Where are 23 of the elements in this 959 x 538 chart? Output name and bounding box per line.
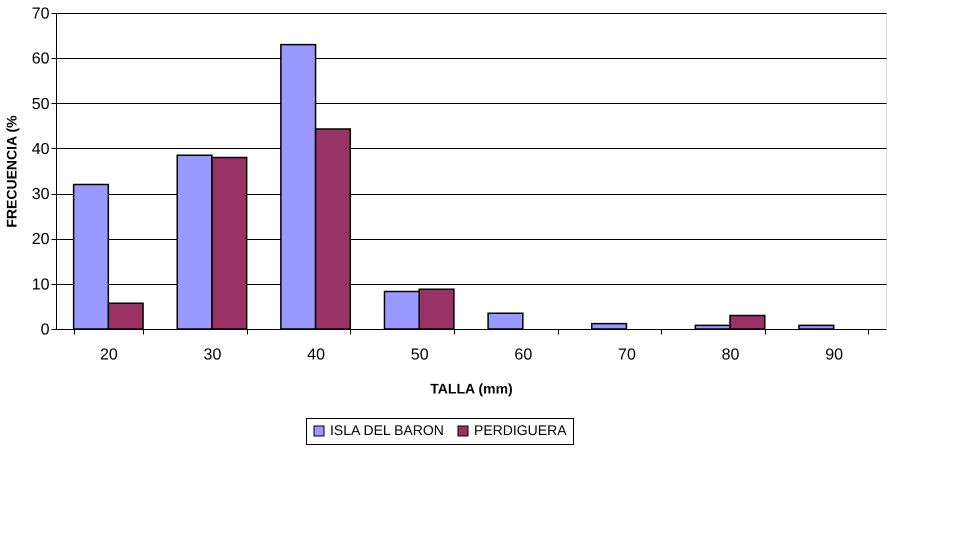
bar <box>487 312 524 330</box>
y-tick-label: 10 <box>32 276 50 294</box>
x-tick-label: 20 <box>100 346 118 364</box>
bar <box>798 324 834 330</box>
bar <box>590 322 628 330</box>
legend-label: PERDIGUERA <box>474 422 568 438</box>
y-tick-label: 20 <box>32 231 50 248</box>
x-tick-label: 80 <box>722 346 740 364</box>
x-tick-label: 60 <box>514 346 532 364</box>
y-axis-title: FRECUENCIA (% <box>4 114 20 228</box>
y-tick-label: 40 <box>32 140 50 158</box>
y-tick-label: 0 <box>40 322 50 338</box>
legend-label: ISLA DEL BARON <box>330 422 444 438</box>
x-tick-label: 40 <box>307 346 326 364</box>
y-tick-label: 70 <box>32 6 50 22</box>
y-tick-label: 50 <box>32 96 50 113</box>
x-tick-label: 70 <box>618 346 636 364</box>
x-tick-label: 30 <box>204 346 222 364</box>
x-tick-label: 50 <box>410 346 429 364</box>
x-axis-title: TALLA (mm) <box>430 380 513 396</box>
y-tick-label: 60 <box>32 50 50 68</box>
y-tick-label: 30 <box>32 186 50 204</box>
x-tick-label: 90 <box>825 346 844 364</box>
